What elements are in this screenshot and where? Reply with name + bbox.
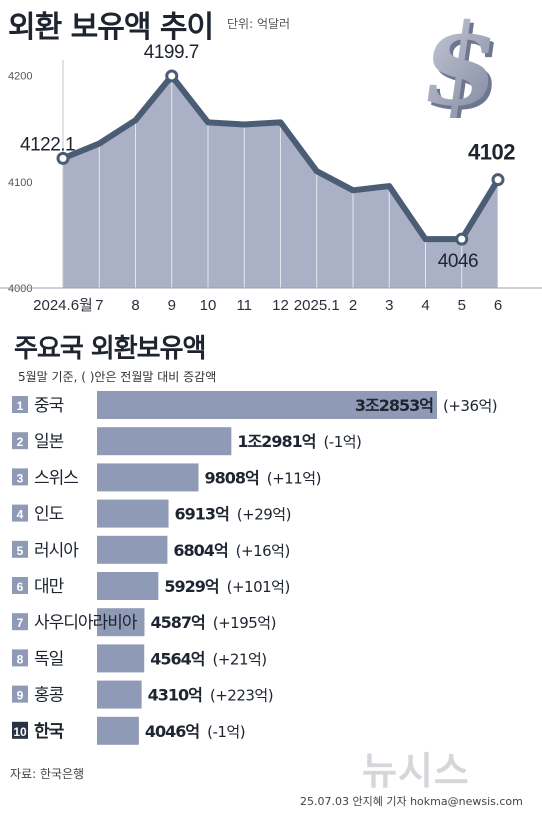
value-label: 6804억 [173, 541, 228, 560]
rank-badge [12, 613, 28, 631]
rank-number: 3 [17, 471, 24, 485]
data-label: 4102 [468, 140, 515, 165]
x-tick-label: 11 [236, 297, 252, 314]
rank-number: 9 [17, 689, 24, 703]
rank-badge [12, 685, 28, 703]
country-label: 대만 [34, 577, 65, 597]
data-point-marker [455, 232, 469, 246]
bar [97, 391, 437, 419]
change-label: (+29억) [237, 506, 291, 524]
x-tick-label: 7 [95, 297, 103, 314]
x-tick-label: 10 [200, 297, 217, 314]
rank-badge [12, 577, 28, 594]
rank-badge [12, 649, 28, 667]
x-tick-label: 9 [168, 297, 176, 314]
x-tick-label: 2024.6월 [33, 297, 93, 314]
bar [97, 572, 159, 600]
svg-text:$: $ [424, 8, 513, 118]
source-note: 자료: 한국은행 [10, 767, 85, 781]
bar [97, 680, 142, 709]
data-point-marker [491, 173, 505, 187]
y-tick-label: 4000 [8, 283, 32, 295]
rank-badge [12, 540, 28, 558]
change-label: (+223억) [210, 687, 273, 705]
x-tick-label: 3 [385, 297, 393, 314]
y-tick-label: 4200 [8, 71, 32, 83]
change-label: (+195억) [213, 614, 276, 632]
country-label: 독일 [34, 649, 63, 669]
change-label: (+21억) [212, 650, 266, 668]
rank-number: 8 [17, 652, 24, 666]
data-point-marker [56, 151, 70, 165]
country-label: 스위스 [34, 468, 78, 488]
value-label: 1조2981억 [237, 432, 315, 451]
rank-badge [12, 396, 28, 413]
value-label: 4046억 [145, 722, 200, 741]
data-point-marker [165, 69, 179, 83]
major-countries-title: 주요국 외환보유액 [14, 334, 206, 364]
change-label: (+101억) [227, 578, 290, 596]
bar [97, 608, 145, 637]
value-label: 4564억 [150, 649, 205, 668]
country-label: 인도 [34, 505, 64, 525]
rank-number: 10 [13, 725, 27, 739]
dollar-sign-icon: $ $ [424, 8, 513, 118]
rank-number: 2 [17, 435, 24, 449]
country-label: 일본 [34, 432, 64, 452]
chart-title: 외환 보유액 추이 [8, 10, 214, 45]
rank-badge [12, 468, 28, 486]
svg-text:$: $ [424, 8, 509, 118]
change-label: (+36억) [443, 397, 497, 415]
country-label: 사우디아라비아 [34, 613, 138, 633]
x-tick-label: 8 [131, 297, 139, 314]
rank-badge [12, 504, 28, 522]
country-label: 한국 [34, 722, 65, 742]
rank-number: 7 [17, 616, 24, 630]
value-label: 5929억 [164, 577, 219, 596]
y-tick-label: 4100 [8, 177, 32, 189]
bar [97, 463, 199, 492]
change-label: (+16억) [236, 542, 290, 560]
value-label: 4310억 [148, 686, 203, 705]
value-label: 4587억 [150, 613, 205, 632]
value-label: 9808억 [205, 468, 260, 487]
rank-number: 5 [17, 544, 24, 558]
series-line [60, 72, 501, 243]
newsis-logo: 뉴시스 [362, 749, 470, 793]
x-tick-label: 5 [458, 297, 466, 314]
credit-line: 25.07.03 안지혜 기자 hokma@newsis.com [300, 795, 523, 808]
x-tick-label: 6 [494, 297, 502, 314]
bar [97, 535, 168, 564]
country-label: 홍콩 [34, 686, 64, 706]
bar [97, 499, 169, 528]
x-tick-label: 12 [272, 297, 289, 314]
data-label: 4122.1 [20, 134, 75, 155]
data-label: 4199.7 [144, 42, 199, 63]
country-label: 러시아 [34, 541, 79, 561]
rank-number: 6 [17, 580, 24, 594]
country-label: 중국 [34, 396, 64, 416]
change-label: (-1억) [323, 433, 361, 451]
value-label: 3조2853억 [355, 396, 433, 415]
bar [97, 644, 145, 673]
x-tick-label: 4 [421, 297, 429, 314]
rank-badge [12, 721, 28, 739]
major-countries-note: 5월말 기준, ( )안은 전월말 대비 증감액 [18, 370, 217, 384]
value-label: 6913억 [175, 505, 230, 524]
bar [97, 716, 139, 745]
x-tick-label: 2 [349, 297, 357, 314]
unit-label: 단위: 억달러 [227, 17, 291, 31]
rank-badge [12, 432, 28, 450]
data-label: 4046 [438, 251, 478, 272]
rank-number: 4 [17, 508, 24, 522]
change-label: (+11억) [267, 469, 321, 487]
change-label: (-1억) [207, 723, 245, 741]
x-tick-label: 2025.1 [294, 297, 340, 314]
bar [97, 427, 232, 456]
rank-number: 1 [17, 399, 24, 413]
